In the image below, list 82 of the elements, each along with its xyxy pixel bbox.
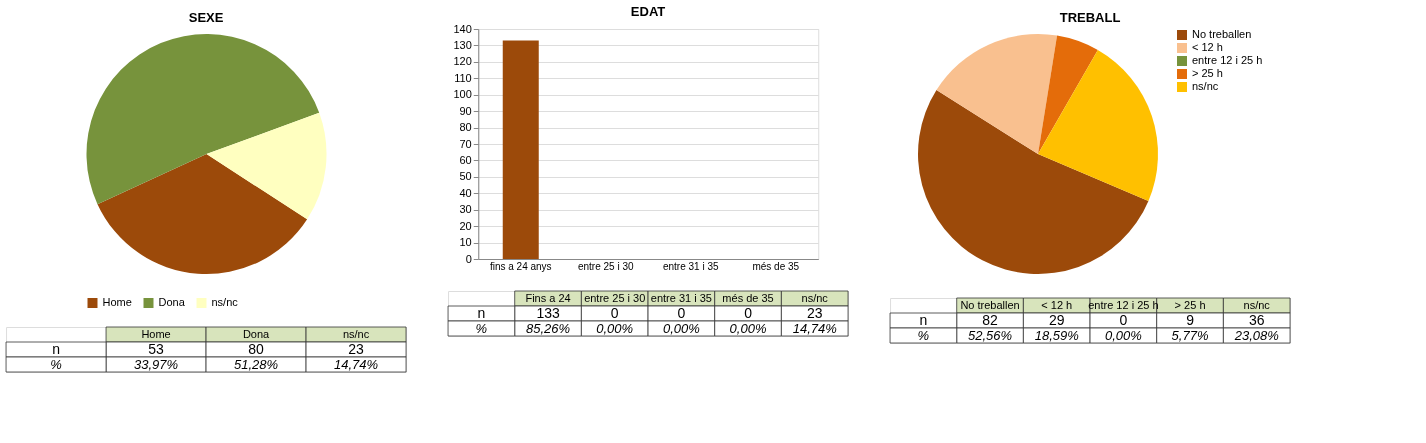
- y-tick-label: 30: [459, 203, 472, 216]
- y-tick-label: 20: [459, 219, 472, 232]
- text: entre 25 i 30: [584, 291, 646, 304]
- y-tick-label: 90: [459, 104, 472, 117]
- text: > 25 h: [1174, 298, 1206, 311]
- text: 18,59%: [1034, 327, 1079, 343]
- pie-slice: [936, 34, 1058, 154]
- y-tick-label: 80: [459, 121, 472, 134]
- pie-slice: [1038, 35, 1098, 154]
- text: Home: [141, 327, 171, 340]
- x-tick-label: fins a 24 anys: [489, 260, 552, 272]
- text: 5,77%: [1171, 327, 1209, 343]
- legend-label: Dona: [158, 296, 186, 308]
- text: 23: [348, 340, 365, 357]
- text: 29: [1048, 311, 1065, 328]
- text: n: [477, 304, 486, 321]
- legend-label: Home: [102, 296, 132, 308]
- x-tick-label: entre 25 i 30: [577, 260, 634, 272]
- text: 36: [1248, 311, 1265, 328]
- text: 82: [982, 311, 999, 328]
- legend-label: entre 12 i 25 h: [1192, 54, 1263, 66]
- text: 14,74%: [334, 356, 379, 372]
- text: 133: [536, 304, 560, 321]
- legend-label: No treballen: [1192, 28, 1252, 40]
- text: 9: [1186, 311, 1195, 328]
- chart-title: SEXE: [188, 10, 224, 25]
- y-tick-label: 140: [453, 22, 472, 35]
- text: Dona: [242, 327, 271, 340]
- pie-slice: [918, 90, 1149, 274]
- text: 0: [677, 304, 686, 321]
- x-tick-label: més de 35: [752, 260, 800, 272]
- y-tick-label: 70: [459, 137, 472, 150]
- text: 85,26%: [526, 320, 571, 336]
- y-tick-label: 110: [454, 71, 472, 84]
- text: 0: [610, 304, 619, 321]
- text: 14,74%: [792, 320, 837, 336]
- pie-slice: [1038, 49, 1158, 201]
- text: < 12 h: [1041, 298, 1073, 311]
- text: 0,00%: [596, 320, 634, 336]
- text: Fins a 24: [525, 291, 571, 304]
- text: 51,28%: [234, 356, 279, 372]
- text: %: [917, 327, 930, 343]
- chart-title: EDAT: [630, 3, 666, 19]
- legend-label: > 25 h: [1192, 67, 1223, 79]
- text: ns/nc: [342, 327, 370, 340]
- text: %: [475, 320, 488, 336]
- chart-title: TREBALL: [1059, 10, 1121, 25]
- text: n: [919, 311, 928, 328]
- text: ns/nc: [1243, 298, 1271, 311]
- y-tick-label: 50: [459, 170, 472, 183]
- text: 0: [1119, 311, 1128, 328]
- y-tick-label: 40: [459, 186, 472, 199]
- text: %: [50, 356, 62, 372]
- text: 53: [148, 340, 165, 357]
- text: 52,56%: [968, 327, 1013, 343]
- y-tick-label: 120: [453, 55, 472, 68]
- text: ns/nc: [801, 291, 829, 304]
- y-tick-label: 0: [465, 252, 472, 265]
- text: entre 31 i 35: [650, 291, 712, 304]
- y-tick-label: 10: [459, 236, 472, 249]
- pie-slice: [97, 154, 308, 274]
- legend-label: ns/nc: [211, 296, 239, 308]
- pie-slice: [206, 112, 327, 220]
- y-tick-label: 130: [453, 38, 472, 51]
- text: 0,00%: [729, 320, 767, 336]
- y-tick-label: 60: [459, 153, 472, 166]
- text: més de 35: [722, 291, 774, 304]
- text: n: [52, 340, 60, 357]
- pie-slice: [86, 34, 320, 205]
- text: 23: [806, 304, 823, 321]
- text: No treballen: [960, 298, 1020, 311]
- text: 0,00%: [1104, 327, 1142, 343]
- y-tick-label: 100: [453, 88, 472, 101]
- text: 80: [248, 340, 265, 357]
- legend-label: < 12 h: [1192, 41, 1223, 53]
- text: 23,08%: [1233, 327, 1279, 343]
- x-tick-label: entre 31 i 35: [662, 260, 719, 272]
- text: 0: [744, 304, 753, 321]
- text: entre 12 i 25 h: [1088, 298, 1159, 311]
- legend-label: ns/nc: [1192, 80, 1219, 92]
- text: 33,97%: [134, 356, 179, 372]
- text: 0,00%: [662, 320, 700, 336]
